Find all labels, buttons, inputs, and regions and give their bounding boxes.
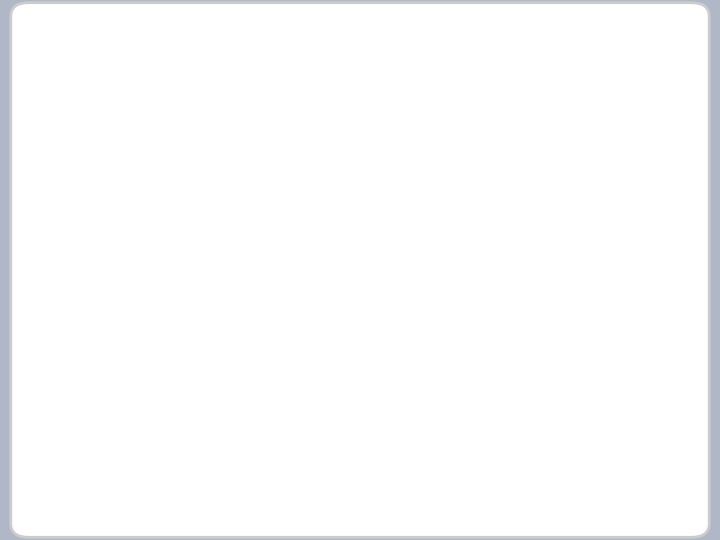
- Text: $A_\theta = A_x \cos\theta\cos\phi + A_y \cos\theta\sin\phi - A_z \sin\theta$: $A_\theta = A_x \cos\theta\cos\phi + A_y…: [122, 235, 544, 262]
- Text: TRANSFORMATION (Cont’d): TRANSFORMATION (Cont’d): [58, 49, 509, 77]
- Text: $A_\phi = -A_x \sin\phi + A_y \cos\phi$: $A_\phi = -A_x \sin\phi + A_y \cos\phi$: [122, 284, 373, 310]
- Text: $A_r = A_x \sin\theta\cos\phi + A_y \sin\theta\sin\phi + A_z \cos\theta$: $A_r = A_x \sin\theta\cos\phi + A_y \sin…: [122, 186, 535, 213]
- Text: $A_x = A_r \sin\theta\cos\phi + A_\theta \cos\theta\cos\phi - A_\phi \sin\phi$: $A_x = A_r \sin\theta\cos\phi + A_\theta…: [122, 343, 544, 370]
- Text: $A_z = A_r \cos\theta - A_\theta \sin\theta$: $A_z = A_r \cos\theta - A_\theta \sin\th…: [122, 440, 341, 464]
- Text: $A_y = A_r \sin\theta\sin\phi + A_\theta \cos\theta\sin\phi + A_\phi \cos\phi$: $A_y = A_r \sin\theta\sin\phi + A_\theta…: [122, 392, 539, 418]
- Text: (ii) Transformation between Cartesian and spherical:: (ii) Transformation between Cartesian an…: [58, 130, 532, 147]
